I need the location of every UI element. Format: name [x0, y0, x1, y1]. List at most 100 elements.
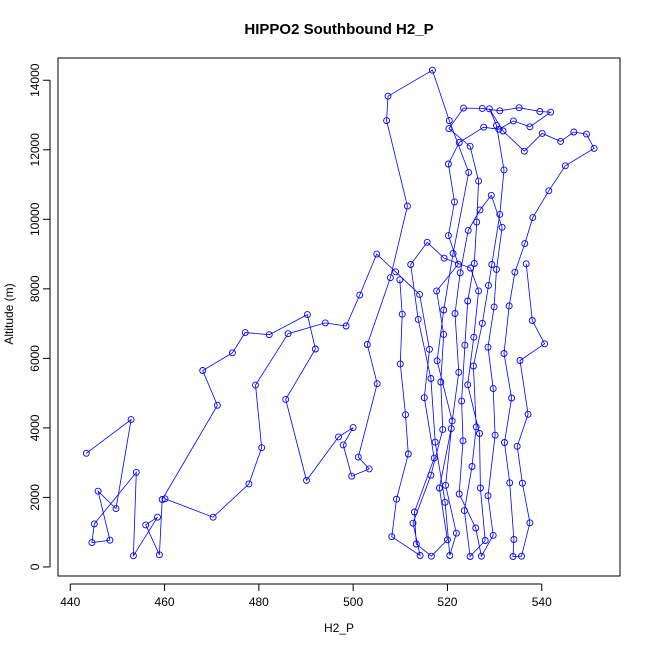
- data-point: [161, 495, 169, 503]
- data-point: [521, 240, 529, 248]
- data-point: [489, 531, 497, 539]
- x-tick-label: 500: [343, 595, 363, 609]
- data-point: [487, 191, 495, 199]
- data-point: [516, 357, 524, 364]
- data-point: [452, 529, 460, 537]
- data-point: [354, 453, 362, 461]
- x-tick-label: 460: [155, 595, 175, 609]
- data-point: [88, 539, 96, 547]
- data-point: [426, 345, 433, 353]
- data-point: [154, 513, 161, 521]
- data-point: [265, 331, 273, 339]
- data-point: [402, 411, 409, 419]
- data-point: [583, 130, 590, 138]
- data-point: [410, 508, 418, 516]
- data-point: [444, 232, 452, 240]
- data-point: [466, 142, 474, 150]
- data-point: [513, 442, 521, 450]
- axis-layer: 440 460 480 500 520 540 0 2000 4000 6000 8000 10000…: [28, 63, 552, 609]
- data-point: [464, 381, 472, 389]
- data-point: [396, 360, 404, 368]
- data-point: [475, 287, 483, 295]
- x-tick-label: 440: [60, 595, 80, 609]
- data-point: [433, 357, 441, 365]
- y-tick-label: 12000: [28, 133, 42, 167]
- data-point: [398, 310, 406, 318]
- data-point: [365, 465, 373, 473]
- data-point: [431, 438, 439, 446]
- data-point: [506, 479, 514, 487]
- data-point: [509, 117, 517, 125]
- data-point: [404, 450, 412, 458]
- data-point: [423, 238, 431, 246]
- data-point: [496, 210, 504, 218]
- data-point: [388, 533, 396, 541]
- data-point: [435, 484, 443, 492]
- data-point: [303, 311, 311, 319]
- data-point: [420, 394, 428, 402]
- data-point: [373, 250, 381, 258]
- data-point: [501, 439, 508, 446]
- data-point: [484, 343, 492, 351]
- data-point: [348, 472, 356, 480]
- data-point: [460, 104, 467, 112]
- data-point: [526, 123, 534, 131]
- data-point: [538, 129, 546, 137]
- data-point: [396, 276, 404, 284]
- data-point: [82, 449, 90, 457]
- data-point: [451, 310, 459, 317]
- data-point: [470, 260, 478, 267]
- data-point: [303, 476, 310, 484]
- data-point: [518, 552, 525, 560]
- x-axis-label: H2_P: [324, 621, 354, 635]
- data-point: [526, 519, 534, 527]
- data-point: [464, 226, 472, 234]
- data-point: [490, 303, 498, 311]
- data-point: [132, 468, 140, 476]
- data-point: [199, 367, 207, 374]
- data-point: [472, 524, 480, 532]
- data-point: [455, 139, 463, 146]
- data-point: [94, 487, 102, 495]
- data-point: [356, 291, 364, 299]
- data-point: [440, 306, 448, 314]
- data-point: [476, 430, 483, 437]
- data-point: [127, 416, 135, 424]
- data-point: [459, 437, 467, 445]
- data-point: [475, 177, 483, 185]
- data-point: [241, 329, 249, 337]
- data-point: [508, 394, 516, 402]
- y-tick-label: 8000: [28, 275, 42, 302]
- data-point: [155, 551, 163, 559]
- data-point: [441, 498, 449, 506]
- data-point: [437, 378, 445, 386]
- data-point: [473, 218, 481, 226]
- data-point: [511, 268, 519, 276]
- y-tick-label: 0: [28, 563, 42, 570]
- data-point: [383, 117, 391, 125]
- data-point: [520, 147, 528, 155]
- y-tick-label: 2000: [28, 484, 42, 511]
- data-point: [445, 125, 453, 133]
- data-point: [416, 552, 424, 559]
- plot-frame: [57, 57, 621, 577]
- data-point: [284, 330, 292, 338]
- data-point: [510, 536, 518, 543]
- data-point: [363, 341, 371, 348]
- data-point: [342, 322, 350, 330]
- data-point: [489, 385, 497, 393]
- data-point: [129, 552, 137, 560]
- data-point: [509, 553, 517, 560]
- data-point: [528, 317, 536, 324]
- series-line: [164, 107, 552, 558]
- data-point: [515, 104, 523, 112]
- data-point: [476, 206, 484, 214]
- data-point: [444, 160, 452, 168]
- x-tick-label: 520: [437, 595, 457, 609]
- data-point: [488, 261, 496, 268]
- data-point: [427, 375, 435, 382]
- data-point: [90, 520, 98, 528]
- data-point: [427, 552, 435, 560]
